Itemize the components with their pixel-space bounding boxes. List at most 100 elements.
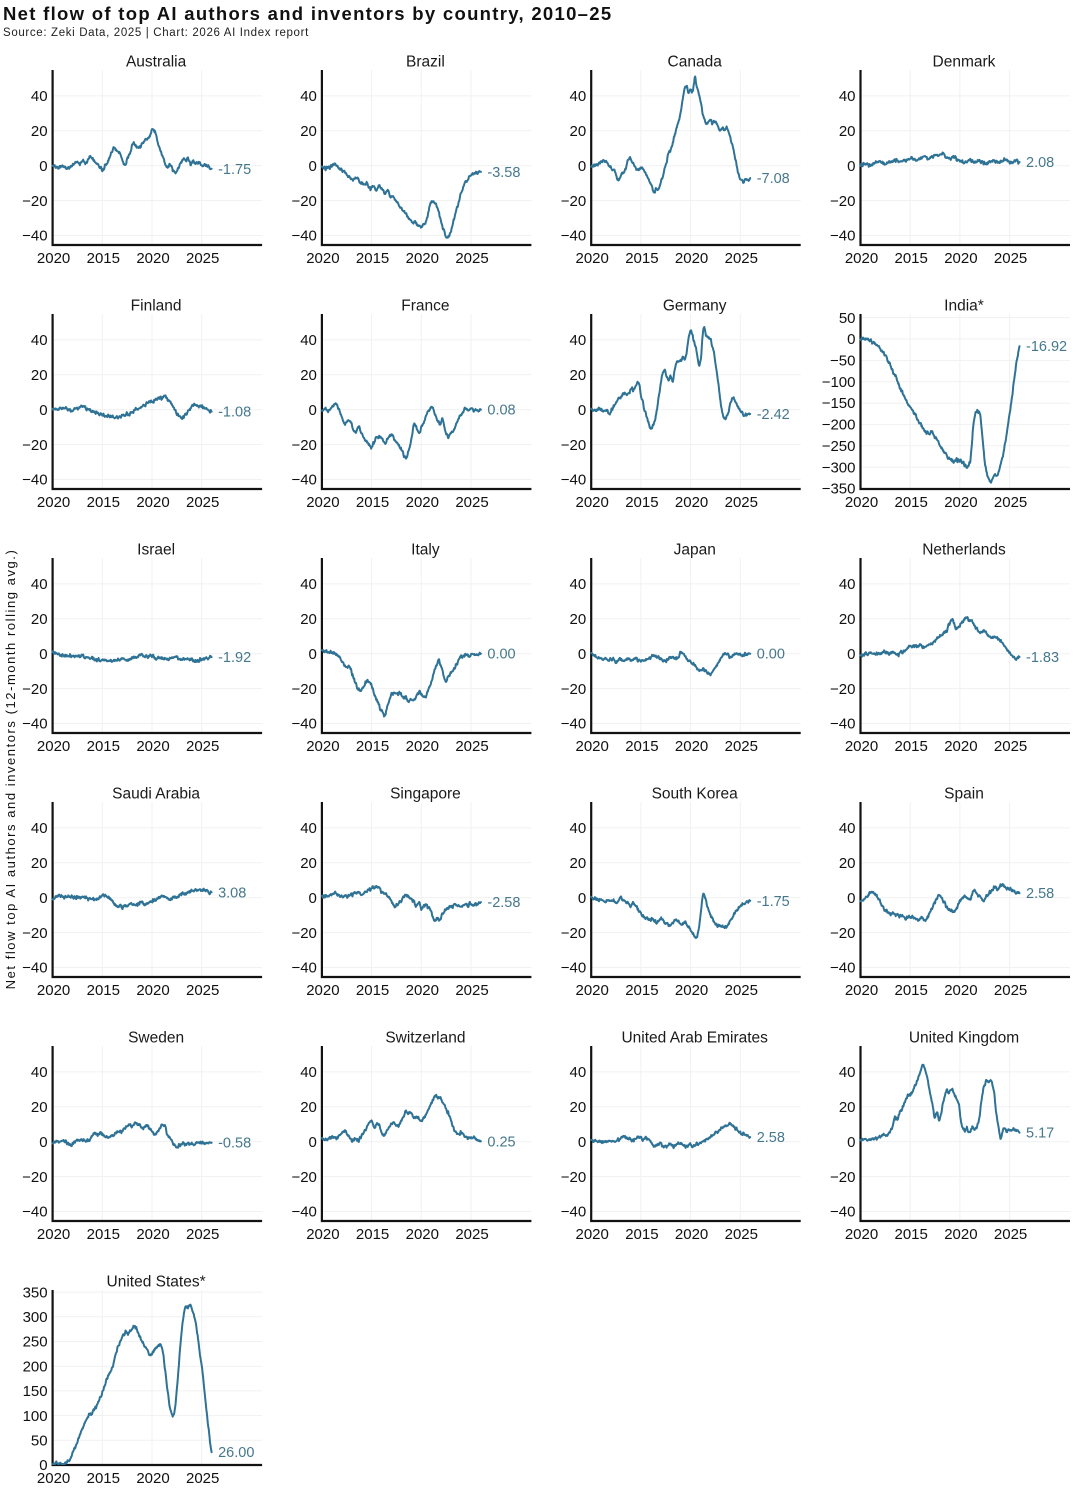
svg-text:200: 200 <box>23 1358 48 1375</box>
svg-text:0.00: 0.00 <box>487 647 515 663</box>
svg-text:2020: 2020 <box>306 1226 339 1243</box>
svg-text:Net flow top AI authors and in: Net flow top AI authors and inventors (1… <box>3 549 18 990</box>
svg-text:2020: 2020 <box>406 250 439 267</box>
svg-text:2025: 2025 <box>725 982 758 999</box>
svg-text:20: 20 <box>31 611 48 628</box>
svg-text:0: 0 <box>39 1134 47 1151</box>
svg-text:2020: 2020 <box>306 738 339 755</box>
svg-text:United Arab Emirates: United Arab Emirates <box>621 1030 768 1047</box>
svg-text:2025: 2025 <box>455 494 488 511</box>
svg-text:2015: 2015 <box>87 250 120 267</box>
svg-text:Israel: Israel <box>137 542 175 559</box>
svg-text:-2.58: -2.58 <box>487 895 520 911</box>
svg-text:−20: −20 <box>561 437 586 454</box>
svg-text:2020: 2020 <box>306 494 339 511</box>
svg-text:−20: −20 <box>291 925 316 942</box>
svg-text:2025: 2025 <box>186 1470 219 1487</box>
svg-text:Japan: Japan <box>674 542 716 559</box>
svg-text:0: 0 <box>309 890 317 907</box>
svg-text:−40: −40 <box>291 228 316 245</box>
svg-text:2020: 2020 <box>136 250 169 267</box>
svg-text:-1.92: -1.92 <box>218 650 251 666</box>
svg-text:−40: −40 <box>561 472 586 489</box>
svg-text:26.00: 26.00 <box>218 1445 254 1461</box>
svg-text:−300: −300 <box>822 459 856 476</box>
svg-text:−40: −40 <box>22 960 47 977</box>
svg-text:Spain: Spain <box>944 786 984 803</box>
svg-text:−20: −20 <box>830 193 855 210</box>
svg-text:0: 0 <box>578 890 586 907</box>
svg-text:2020: 2020 <box>675 250 708 267</box>
svg-text:Switzerland: Switzerland <box>385 1030 465 1047</box>
svg-text:0: 0 <box>578 402 586 419</box>
svg-text:−20: −20 <box>291 193 316 210</box>
svg-text:2020: 2020 <box>944 738 977 755</box>
svg-text:2020: 2020 <box>944 250 977 267</box>
svg-text:2025: 2025 <box>186 1226 219 1243</box>
svg-text:2020: 2020 <box>136 1470 169 1487</box>
svg-text:40: 40 <box>300 820 317 837</box>
svg-text:Finland: Finland <box>131 298 182 315</box>
svg-text:−20: −20 <box>22 681 47 698</box>
svg-text:100: 100 <box>23 1408 48 1425</box>
svg-text:India*: India* <box>944 298 984 315</box>
svg-text:2020: 2020 <box>37 982 70 999</box>
svg-text:2020: 2020 <box>406 1226 439 1243</box>
svg-text:−20: −20 <box>561 925 586 942</box>
svg-text:40: 40 <box>31 88 48 105</box>
svg-text:0: 0 <box>578 1134 586 1151</box>
svg-text:Saudi Arabia: Saudi Arabia <box>112 786 200 803</box>
svg-text:2025: 2025 <box>725 1226 758 1243</box>
svg-text:0: 0 <box>309 646 317 663</box>
svg-text:−200: −200 <box>822 417 856 434</box>
svg-text:2020: 2020 <box>944 982 977 999</box>
svg-text:2015: 2015 <box>87 982 120 999</box>
svg-text:2015: 2015 <box>625 250 658 267</box>
svg-text:−40: −40 <box>291 472 316 489</box>
svg-text:0: 0 <box>847 890 855 907</box>
svg-text:2015: 2015 <box>356 494 389 511</box>
svg-text:2.58: 2.58 <box>1026 886 1054 902</box>
svg-text:40: 40 <box>570 576 587 593</box>
svg-text:40: 40 <box>570 88 587 105</box>
svg-text:40: 40 <box>839 820 856 837</box>
svg-text:2015: 2015 <box>895 738 928 755</box>
svg-text:20: 20 <box>300 611 317 628</box>
svg-text:2015: 2015 <box>356 1226 389 1243</box>
svg-text:−20: −20 <box>561 681 586 698</box>
svg-text:2025: 2025 <box>186 738 219 755</box>
svg-text:300: 300 <box>23 1309 48 1326</box>
svg-text:−20: −20 <box>561 1169 586 1186</box>
svg-text:−40: −40 <box>22 472 47 489</box>
svg-text:20: 20 <box>570 855 587 872</box>
svg-text:20: 20 <box>300 855 317 872</box>
svg-text:2025: 2025 <box>455 250 488 267</box>
svg-text:2015: 2015 <box>87 738 120 755</box>
svg-text:−20: −20 <box>291 1169 316 1186</box>
svg-text:40: 40 <box>300 1064 317 1081</box>
svg-text:−20: −20 <box>22 925 47 942</box>
svg-text:Italy: Italy <box>411 542 440 559</box>
svg-text:United States*: United States* <box>107 1274 206 1291</box>
svg-text:−40: −40 <box>830 1204 855 1221</box>
svg-text:−40: −40 <box>830 716 855 733</box>
svg-text:2025: 2025 <box>455 982 488 999</box>
svg-text:2025: 2025 <box>994 738 1027 755</box>
svg-text:20: 20 <box>839 1099 856 1116</box>
svg-text:-16.92: -16.92 <box>1026 339 1067 355</box>
svg-text:−40: −40 <box>561 1204 586 1221</box>
svg-text:5.17: 5.17 <box>1026 1126 1054 1142</box>
svg-text:20: 20 <box>31 855 48 872</box>
svg-text:Source: Zeki Data, 2025 | Char: Source: Zeki Data, 2025 | Chart: 2026 AI… <box>3 27 309 39</box>
svg-text:2025: 2025 <box>455 738 488 755</box>
svg-text:0: 0 <box>309 402 317 419</box>
svg-text:2020: 2020 <box>845 982 878 999</box>
svg-text:−250: −250 <box>822 438 856 455</box>
svg-text:20: 20 <box>839 855 856 872</box>
svg-text:40: 40 <box>31 332 48 349</box>
svg-text:40: 40 <box>839 1064 856 1081</box>
svg-text:0: 0 <box>39 1457 47 1474</box>
svg-text:20: 20 <box>570 367 587 384</box>
svg-text:20: 20 <box>570 611 587 628</box>
svg-text:2020: 2020 <box>845 738 878 755</box>
